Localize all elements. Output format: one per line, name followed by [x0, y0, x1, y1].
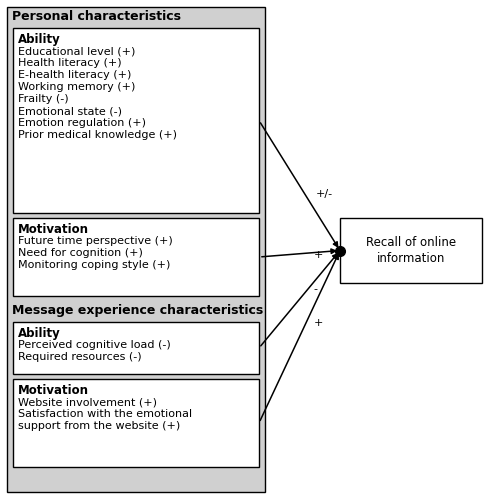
Text: Motivation: Motivation — [18, 223, 89, 236]
Text: Recall of online
information: Recall of online information — [366, 236, 456, 264]
Text: +: + — [314, 250, 323, 260]
Text: Frailty (-): Frailty (-) — [18, 94, 69, 104]
Text: Monitoring coping style (+): Monitoring coping style (+) — [18, 260, 170, 270]
Text: Emotional state (-): Emotional state (-) — [18, 106, 122, 116]
Text: Educational level (+): Educational level (+) — [18, 46, 136, 56]
Text: Perceived cognitive load (-): Perceived cognitive load (-) — [18, 340, 171, 350]
Text: Website involvement (+): Website involvement (+) — [18, 397, 157, 407]
Text: Health literacy (+): Health literacy (+) — [18, 58, 122, 68]
Text: +: + — [314, 318, 323, 328]
Text: Ability: Ability — [18, 327, 61, 340]
Text: support from the website (+): support from the website (+) — [18, 421, 180, 431]
Text: Emotion regulation (+): Emotion regulation (+) — [18, 118, 146, 128]
Text: Message experience characteristics: Message experience characteristics — [12, 304, 263, 317]
Text: Required resources (-): Required resources (-) — [18, 352, 141, 362]
Text: Working memory (+): Working memory (+) — [18, 82, 136, 92]
Text: Ability: Ability — [18, 33, 61, 46]
Text: Satisfaction with the emotional: Satisfaction with the emotional — [18, 409, 192, 419]
Text: Future time perspective (+): Future time perspective (+) — [18, 236, 173, 246]
FancyBboxPatch shape — [13, 218, 259, 296]
Text: +/-: +/- — [316, 189, 333, 199]
FancyBboxPatch shape — [13, 322, 259, 374]
FancyBboxPatch shape — [7, 7, 265, 492]
FancyBboxPatch shape — [340, 218, 482, 283]
Text: Need for cognition (+): Need for cognition (+) — [18, 248, 143, 258]
Text: Prior medical knowledge (+): Prior medical knowledge (+) — [18, 130, 177, 140]
FancyBboxPatch shape — [13, 379, 259, 467]
Text: -: - — [314, 284, 318, 294]
Text: E-health literacy (+): E-health literacy (+) — [18, 70, 132, 80]
Text: Personal characteristics: Personal characteristics — [12, 10, 181, 23]
FancyBboxPatch shape — [13, 28, 259, 213]
Text: Motivation: Motivation — [18, 384, 89, 397]
